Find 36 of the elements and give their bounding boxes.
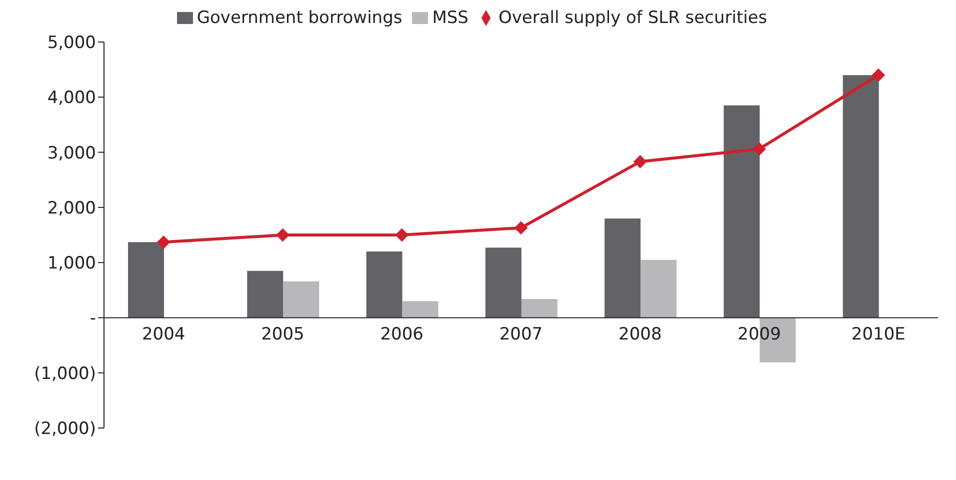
- legend-label: Overall supply of SLR securities: [498, 8, 768, 28]
- y-tick-label: -: [90, 308, 96, 329]
- y-tick-label: 1,000: [47, 254, 96, 274]
- x-tick-label: 2005: [261, 324, 304, 345]
- point: [276, 228, 290, 242]
- y-tick-label: 3,000: [47, 143, 96, 164]
- y-tick-label: (1,000): [34, 364, 96, 384]
- bar: [485, 248, 522, 318]
- y-tick-label: 2,000: [47, 198, 96, 218]
- point: [514, 221, 528, 234]
- bar: [128, 242, 164, 318]
- bar: [724, 105, 760, 318]
- x-tick-label: 2009: [738, 324, 781, 345]
- bar: [366, 252, 402, 318]
- bar: [521, 298, 558, 318]
- legend-label: MSS: [432, 8, 468, 28]
- x-tick-label: 2007: [499, 324, 543, 345]
- y-tick-label: (2,000): [34, 419, 96, 440]
- x-tick-label: 2004: [142, 324, 186, 345]
- y-tick-label: 4,000: [47, 88, 96, 108]
- point: [395, 228, 408, 242]
- bar: [640, 260, 677, 318]
- x-tick-label: 2008: [618, 324, 662, 345]
- bar: [402, 301, 438, 318]
- point: [752, 142, 766, 156]
- y-tick-label: 5,000: [47, 33, 96, 54]
- bar: [247, 270, 284, 318]
- bar: [842, 75, 879, 318]
- bar: [604, 218, 641, 318]
- x-tick-label: 2010E: [851, 324, 906, 345]
- point: [872, 68, 885, 82]
- point: [157, 236, 170, 249]
- x-tick-label: 2006: [380, 324, 424, 345]
- bar: [283, 281, 320, 318]
- legend-label: Government borrowings: [196, 8, 402, 28]
- point: [634, 155, 647, 168]
